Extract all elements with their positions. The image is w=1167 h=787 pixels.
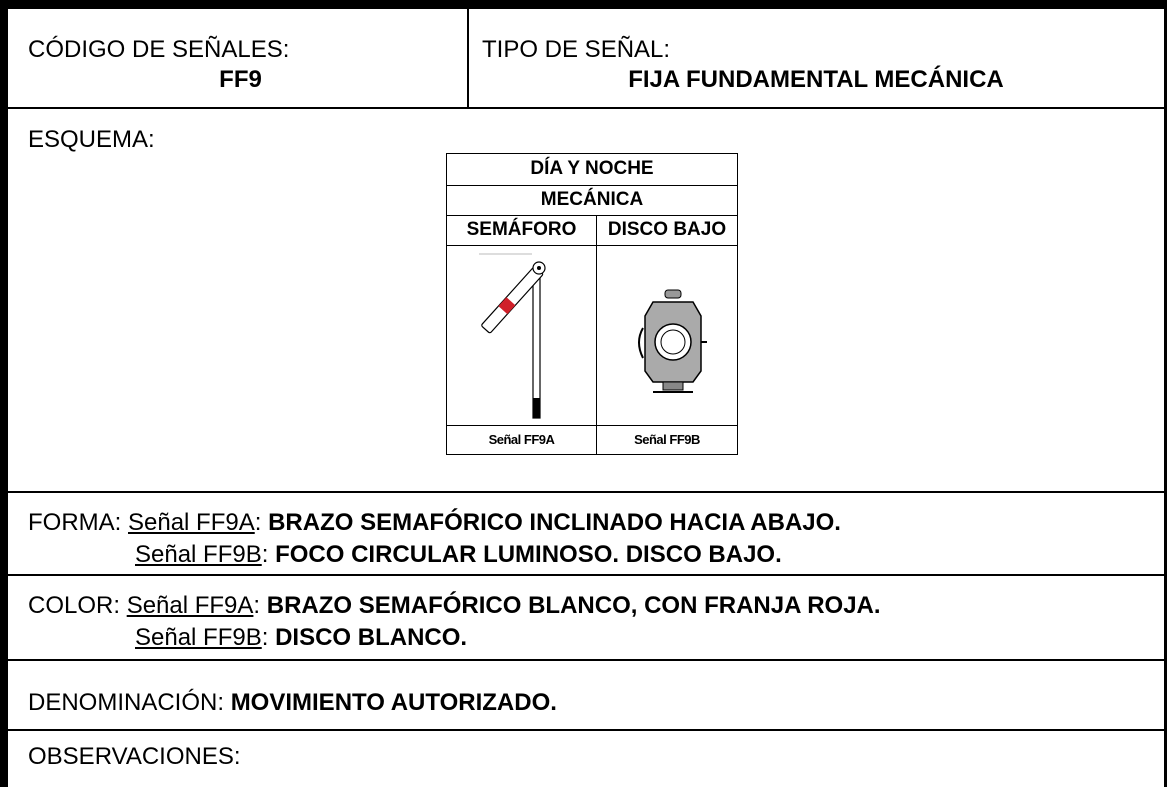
- frame-top: [0, 0, 1167, 9]
- code-label: CÓDIGO DE SEÑALES:: [28, 36, 290, 63]
- schema-caption: Señal FF9B: [634, 432, 700, 447]
- forma-line: FORMA: Señal FF9A: BRAZO SEMAFÓRICO INCL…: [28, 509, 841, 537]
- forma-text: BRAZO SEMAFÓRICO INCLINADO HACIA ABAJO.: [268, 509, 841, 536]
- separator: :: [261, 624, 269, 651]
- frame-right: [1164, 0, 1167, 787]
- schema-line: [447, 185, 737, 186]
- schema-column: SEMÁFORO: [466, 219, 577, 240]
- disc-icon: [638, 289, 707, 393]
- type: FIJA FUNDAMENTAL MECÁNICA: [628, 66, 1004, 93]
- color-text: BRAZO SEMAFÓRICO BLANCO, CON FRANJA ROJA…: [266, 592, 881, 619]
- schema-line: [447, 245, 737, 246]
- semaphore-icon: [479, 253, 546, 419]
- schema-caption: Señal FF9A: [488, 432, 555, 447]
- code: FF9: [219, 66, 262, 93]
- color-label: COLOR:: [28, 592, 121, 619]
- signal: Señal FF9A: [126, 592, 254, 619]
- separator: :: [261, 541, 269, 568]
- schema-line: [447, 215, 737, 216]
- denominacion-label: DENOMINACIÓN:: [28, 689, 225, 716]
- forma-label: FORMA:: [28, 509, 122, 536]
- col-line: [467, 9, 469, 108]
- schema-row: MECÁNICA: [540, 189, 644, 210]
- color-line: COLOR: Señal FF9A: BRAZO SEMAFÓRICO BLAN…: [28, 592, 881, 620]
- signal: Señal FF9A: [128, 509, 255, 536]
- schema-row: DÍA Y NOCHE: [530, 158, 654, 179]
- denominacion-line: DENOMINACIÓN: MOVIMIENTO AUTORIZADO.: [28, 689, 557, 717]
- color-line: Señal FF9B: DISCO BLANCO.: [135, 624, 467, 652]
- denominacion-text: MOVIMIENTO AUTORIZADO.: [230, 689, 557, 716]
- frame-left: [0, 0, 8, 787]
- separator: :: [253, 592, 261, 619]
- row-line: [0, 574, 1167, 576]
- color-text: DISCO BLANCO.: [275, 624, 468, 651]
- observaciones-label: OBSERVACIONES:: [28, 743, 241, 770]
- forma-text: FOCO CIRCULAR LUMINOSO. DISCO BAJO.: [275, 541, 782, 568]
- signal: Señal FF9B: [135, 541, 262, 568]
- schema-label: ESQUEMA:: [28, 126, 155, 153]
- schema-line: [596, 215, 597, 454]
- forma-line: Señal FF9B: FOCO CIRCULAR LUMINOSO. DISC…: [135, 541, 782, 569]
- signal: Señal FF9B: [135, 624, 262, 651]
- row-line: [0, 729, 1167, 731]
- schema-table: DÍA Y NOCHE MECÁNICA SEMÁFORO DISCO BAJO…: [446, 153, 738, 455]
- row-line: [0, 491, 1167, 493]
- schema-column: DISCO BAJO: [607, 219, 727, 240]
- schema-line: [447, 425, 737, 426]
- type-label: TIPO DE SEÑAL:: [482, 36, 671, 63]
- row-line: [0, 659, 1167, 661]
- row-line: [0, 107, 1167, 109]
- separator: :: [254, 509, 262, 536]
